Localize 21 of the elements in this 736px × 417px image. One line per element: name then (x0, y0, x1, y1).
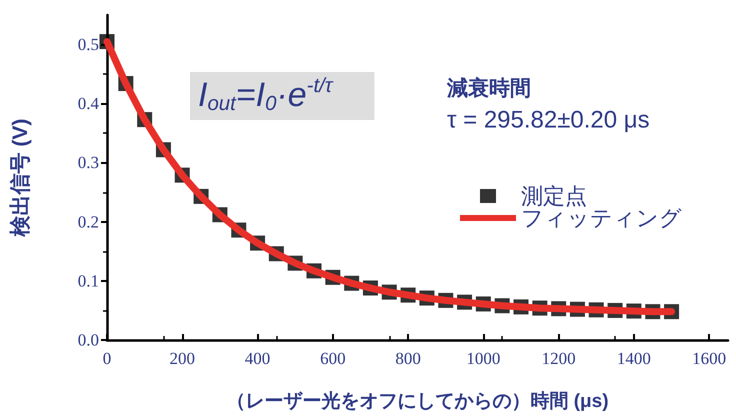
x-tick-label: 1600 (692, 349, 726, 368)
x-tick-label: 200 (170, 349, 196, 368)
x-tick-label: 1400 (616, 349, 651, 368)
x-tick-label: 1200 (542, 349, 576, 368)
x-tick-label: 600 (320, 349, 346, 368)
legend-label: フィッティング (521, 206, 682, 230)
y-axis-title: 検出信号 (V) (9, 118, 32, 238)
x-tick-label: 1000 (466, 349, 500, 368)
y-tick-label: 0.5 (78, 35, 99, 54)
y-tick-label: 0.0 (78, 330, 99, 350)
y-tick-label: 0.2 (78, 212, 99, 232)
x-tick-label: 0 (102, 349, 112, 368)
y-tick-label: 0.3 (78, 153, 99, 172)
annotation: 減衰時間 (446, 76, 531, 100)
y-tick-label: 0.1 (78, 271, 99, 290)
x-tick-label: 400 (244, 349, 270, 368)
y-tick-label: 0.4 (78, 94, 100, 114)
annotation: τ = 295.82±0.20 μs (447, 106, 650, 134)
x-axis-title: （レーザー光をオフにしてからの）時間 (μs) (226, 390, 609, 412)
x-tick-label: 800 (395, 349, 421, 368)
legend-label: 測定点 (521, 184, 587, 208)
